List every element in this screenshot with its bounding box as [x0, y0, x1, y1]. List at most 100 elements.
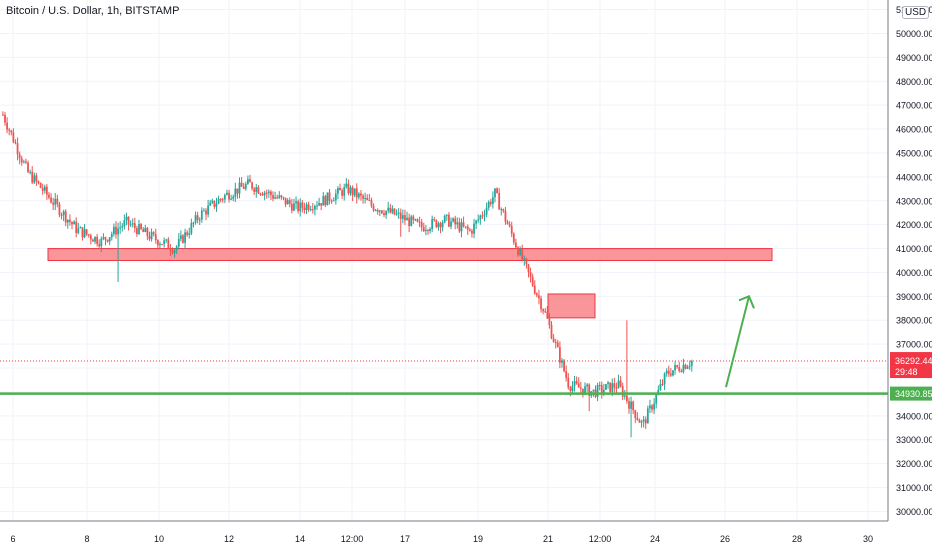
candle-body — [25, 161, 27, 163]
candle-body — [100, 238, 103, 247]
candle-body — [123, 220, 126, 227]
candle-body — [690, 360, 693, 366]
candle-body — [573, 381, 576, 387]
y-tick-label: 37000.00 — [896, 340, 932, 350]
candle-body — [420, 222, 423, 228]
support-price-badge — [890, 386, 932, 401]
candle-body — [280, 195, 283, 198]
candle-body — [617, 380, 620, 389]
candle-body — [491, 197, 494, 205]
candle-body — [52, 202, 55, 205]
candle-body — [393, 208, 396, 215]
candle-body — [577, 383, 580, 388]
candle-body — [332, 200, 335, 202]
candle-body — [607, 382, 609, 385]
candle-body — [337, 188, 339, 194]
candle-body — [203, 210, 205, 212]
candle-body — [680, 370, 683, 372]
candle-body — [458, 222, 461, 232]
candle-body — [353, 188, 356, 196]
candle-body — [385, 210, 387, 216]
x-tick-label: 12:00 — [341, 534, 364, 544]
candle-body — [92, 239, 94, 242]
candle-body — [161, 244, 163, 246]
candle-body — [349, 187, 352, 194]
overlay[interactable] — [0, 295, 888, 395]
candle-body — [619, 380, 622, 387]
candle-body — [410, 216, 413, 227]
y-tick-label: 42000.00 — [896, 220, 932, 230]
candle-body — [14, 142, 17, 144]
currency-button[interactable]: USD — [902, 6, 930, 19]
candle-body — [244, 183, 247, 189]
candle-body — [621, 386, 624, 397]
candle-body — [527, 264, 530, 272]
candle-body — [462, 222, 465, 227]
candle-body — [339, 188, 341, 191]
candle-body — [519, 249, 522, 256]
candle-body — [625, 395, 628, 402]
candle-body — [598, 385, 601, 387]
y-tick-label: 47000.00 — [896, 101, 932, 111]
candle-body — [665, 370, 668, 374]
zone-1[interactable] — [547, 293, 596, 319]
candle-body — [232, 196, 235, 199]
candle-body — [242, 186, 245, 189]
candle-body — [307, 204, 310, 210]
candle-body — [345, 183, 348, 188]
candle-body — [94, 236, 96, 242]
candle-body — [106, 239, 109, 242]
candle-body — [274, 197, 277, 199]
candle-body — [184, 232, 186, 243]
candle-body — [301, 202, 304, 208]
candle-body — [661, 384, 664, 386]
candle-body — [328, 192, 331, 201]
candle-body — [219, 199, 222, 201]
y-tick-label: 39000.00 — [896, 292, 932, 302]
candle-body — [676, 365, 679, 368]
candle-body — [659, 384, 662, 390]
candle-body — [10, 130, 13, 133]
candle-body — [251, 182, 253, 189]
candle-body — [404, 215, 406, 221]
candle-body — [83, 229, 86, 238]
candle-body — [8, 129, 11, 131]
candle-body — [586, 384, 589, 387]
candle-body — [540, 298, 542, 310]
candle-body — [401, 215, 404, 219]
y-tick-label: 48000.00 — [896, 77, 932, 87]
candle-body — [272, 195, 274, 199]
zones[interactable] — [47, 248, 773, 319]
candle-body — [427, 230, 429, 232]
candle-body — [221, 199, 224, 201]
candle-body — [282, 197, 285, 199]
zone-0[interactable] — [47, 248, 773, 262]
candle-body — [383, 213, 385, 216]
candle-body — [119, 227, 122, 229]
trend-arrow[interactable] — [725, 296, 750, 388]
candle-body — [483, 214, 486, 216]
candle-body — [64, 211, 67, 223]
candle-body — [563, 360, 565, 372]
y-tick-label: 50000.00 — [896, 29, 932, 39]
candle-body — [538, 295, 540, 299]
candle-body — [515, 242, 517, 248]
candle-body — [649, 405, 651, 409]
candle-body — [571, 386, 574, 391]
candle-body — [506, 221, 509, 225]
candle-body — [246, 179, 249, 184]
candle-body — [167, 239, 170, 249]
y-tick-label: 43000.00 — [896, 196, 932, 206]
candle-body — [27, 162, 29, 173]
candle-body — [295, 201, 297, 204]
candle-body — [322, 196, 325, 206]
candle-body — [466, 226, 469, 230]
candle-body — [20, 158, 23, 163]
candle-body — [347, 183, 350, 194]
candle-body — [182, 235, 184, 243]
candle-body — [79, 227, 82, 229]
candle-body — [456, 222, 459, 225]
candle-body — [257, 187, 260, 194]
candle-body — [223, 194, 226, 200]
